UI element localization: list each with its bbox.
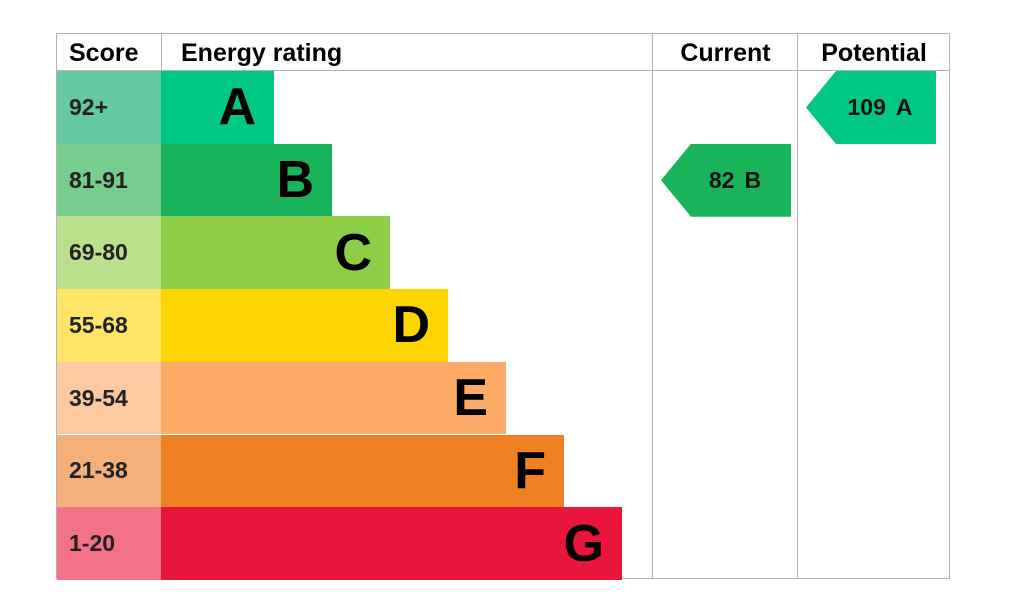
rating-letter-b: B <box>276 151 314 210</box>
potential-rating-arrow-value: 109 <box>847 94 886 120</box>
current-divider <box>652 34 653 578</box>
header-divider <box>57 70 949 71</box>
current-rating-arrow-letter: B <box>744 166 762 193</box>
score-range-e: 39-54 <box>57 361 161 435</box>
current-rating-arrow-value: 82 <box>708 166 735 193</box>
rating-bar-g: G <box>161 507 622 580</box>
rating-letter-f: F <box>514 441 546 500</box>
score-range-a: 92+ <box>57 71 161 144</box>
rating-letter-c: C <box>334 223 372 282</box>
score-range-f: 21-38 <box>57 434 161 508</box>
rating-letter-d: D <box>392 296 430 355</box>
rating-letter-e: E <box>453 369 488 428</box>
score-divider <box>161 34 162 70</box>
rating-bar-d: D <box>161 289 448 362</box>
potential-divider <box>797 34 798 578</box>
rating-letter-a: A <box>218 78 256 137</box>
score-range-b: 81-91 <box>57 143 161 217</box>
rating-bar-a: A <box>161 71 274 144</box>
rating-letter-g: G <box>563 514 604 573</box>
rating-bar-f: F <box>161 434 564 508</box>
potential-rating-arrow-letter: A <box>895 94 913 120</box>
energy-rating-header: Energy rating <box>181 39 343 67</box>
score-header: Score <box>69 39 139 67</box>
score-range-c: 69-80 <box>57 216 161 290</box>
current-header: Current <box>680 39 771 67</box>
potential-rating-arrow: 109 A <box>806 71 936 144</box>
rating-bar-e: E <box>161 361 506 435</box>
current-rating-arrow: 82 B <box>661 143 791 217</box>
score-range-d: 55-68 <box>57 289 161 362</box>
rating-bar-c: C <box>161 216 390 290</box>
energy-rating-chart: Score Energy rating Current Potential 92… <box>56 33 950 580</box>
potential-header: Potential <box>821 39 927 67</box>
rating-bar-b: B <box>161 143 332 217</box>
score-range-g: 1-20 <box>57 507 161 580</box>
